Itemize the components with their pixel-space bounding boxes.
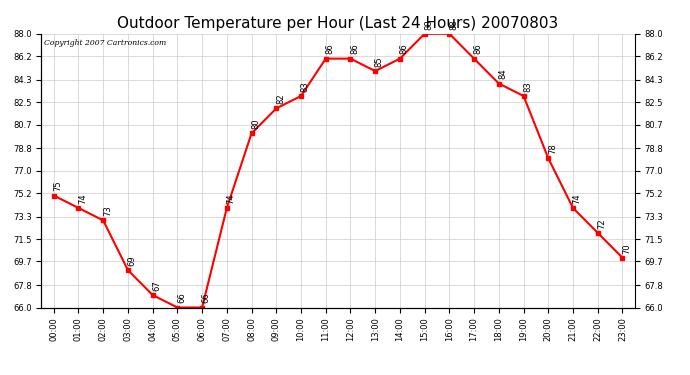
Title: Outdoor Temperature per Hour (Last 24 Hours) 20070803: Outdoor Temperature per Hour (Last 24 Ho… [117,16,559,31]
Text: 69: 69 [128,255,137,266]
Text: 66: 66 [177,292,186,303]
Text: 83: 83 [301,81,310,92]
Text: 86: 86 [474,44,483,54]
Text: 67: 67 [152,280,161,291]
Text: 86: 86 [326,44,335,54]
Text: Copyright 2007 Cartronics.com: Copyright 2007 Cartronics.com [44,39,166,47]
Text: 73: 73 [103,206,112,216]
Text: 88: 88 [449,19,458,30]
Text: 70: 70 [622,243,631,254]
Text: 88: 88 [424,19,433,30]
Text: 72: 72 [598,218,607,229]
Text: 82: 82 [276,94,285,104]
Text: 78: 78 [548,143,557,154]
Text: 74: 74 [78,193,87,204]
Text: 80: 80 [251,118,260,129]
Text: 75: 75 [53,181,62,191]
Text: 83: 83 [523,81,532,92]
Text: 84: 84 [498,69,507,80]
Text: 86: 86 [350,44,359,54]
Text: 85: 85 [375,56,384,67]
Text: 86: 86 [400,44,408,54]
Text: 66: 66 [201,292,210,303]
Text: 74: 74 [226,193,235,204]
Text: 74: 74 [573,193,582,204]
